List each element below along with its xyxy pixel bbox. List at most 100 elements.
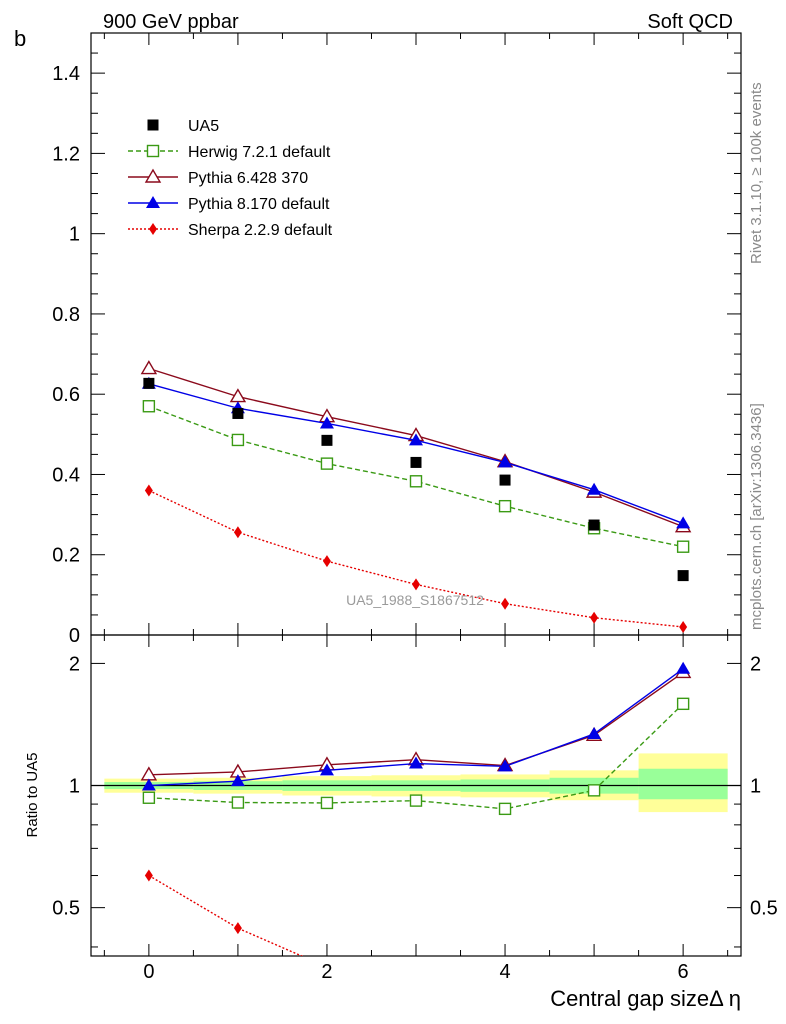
point-pythia-8-170-default [409, 433, 423, 446]
header-left: 900 GeV ppbar [103, 11, 239, 33]
ratio-series-sherpa-2-2-9-default [144, 869, 304, 956]
series-pythia-6-428-370 [140, 360, 692, 533]
ratio-point-herwig-7-2-1-default [498, 802, 512, 816]
ratio-point-herwig-7-2-1-default [142, 791, 156, 804]
x-axis-label: Central gap sizeΔ η [550, 986, 741, 1011]
legend-item-pythia-6-428-370: Pythia 6.428 370 [128, 168, 308, 187]
ratio-uncertainty-bands [91, 753, 741, 813]
series-ua5 [143, 377, 689, 582]
axis-ticks [91, 32, 741, 956]
ratio-point-sherpa-2-2-9-default [233, 922, 242, 935]
point-sherpa-2-2-9-default [322, 555, 331, 568]
ratio-series-group [140, 661, 692, 956]
ratio-point-pythia-8-170-default [141, 778, 156, 791]
series-sherpa-2-2-9-default [144, 484, 688, 633]
point-ua5 [321, 434, 333, 446]
point-ua5 [232, 407, 244, 419]
legend-marker [147, 119, 159, 131]
point-herwig-7-2-1-default [142, 400, 156, 413]
ratio-y-tick-label-right: 2 [750, 653, 761, 675]
series-pythia-8-170-default [141, 376, 691, 529]
legend-item-pythia-8-170-default: Pythia 8.170 default [128, 196, 330, 213]
legend-marker [149, 223, 157, 235]
ratio-point-pythia-8-170-default [676, 661, 691, 674]
point-sherpa-2-2-9-default [412, 578, 420, 591]
point-sherpa-2-2-9-default [679, 620, 688, 633]
ratio-y-tick-label-right: 0.5 [750, 898, 778, 920]
x-tick-label: 0 [143, 961, 154, 983]
point-ua5 [143, 377, 155, 389]
legend-label: Pythia 6.428 370 [188, 170, 308, 187]
ratio-point-herwig-7-2-1-default [676, 697, 690, 711]
series-line-pythia-8-170-default [148, 383, 684, 525]
ratio-point-herwig-7-2-1-default [587, 784, 601, 797]
ratio-axis-label: Ratio to UA5 [24, 752, 41, 837]
point-pythia-8-170-default [498, 455, 513, 468]
legend: UA5 Herwig 7.2.1 default Pythia 6.428 370 P… [128, 118, 333, 239]
legend-item-ua5: UA5 [147, 118, 219, 135]
point-pythia-6-428-370 [140, 360, 158, 375]
point-herwig-7-2-1-default [320, 457, 334, 470]
legend-marker [144, 168, 162, 183]
point-sherpa-2-2-9-default [590, 611, 599, 624]
band-stat-bin-6 [638, 768, 728, 800]
ratio-point-pythia-8-170-default [498, 759, 513, 772]
ratio-point-pythia-8-170-default [230, 774, 245, 787]
ratio-series-layer [140, 661, 692, 956]
point-ua5 [588, 519, 600, 531]
ratio-line-sherpa-2-2-9-default [148, 874, 304, 956]
point-herwig-7-2-1-default [676, 540, 690, 553]
point-ua5 [677, 570, 689, 582]
series-layer [140, 360, 692, 633]
y-axis-label: b [14, 26, 26, 51]
y-tick-label: 0.6 [52, 384, 80, 406]
point-pythia-8-170-default [587, 482, 602, 495]
series-herwig-7-2-1-default [142, 400, 690, 553]
y-tick-label: 1.2 [52, 143, 80, 165]
x-tick-label: 6 [678, 961, 689, 983]
x-tick-label: 4 [499, 961, 510, 983]
legend-marker [146, 196, 160, 208]
ratio-series-herwig-7-2-1-default [142, 697, 690, 816]
rivet-version-label: Rivet 3.1.10, ≥ 100k events [748, 82, 765, 264]
ratio-series-pythia-8-170-default [141, 661, 691, 791]
ratio-point-pythia-8-170-default [319, 763, 334, 776]
ratio-point-herwig-7-2-1-default [231, 796, 245, 809]
point-herwig-7-2-1-default [498, 499, 512, 513]
ratio-y-tick-label: 1 [69, 776, 80, 798]
y-tick-label: 1.4 [52, 63, 80, 85]
ratio-y-tick-label: 2 [69, 653, 80, 675]
legend-item-sherpa-2-2-9-default: Sherpa 2.2.9 default [128, 222, 333, 239]
legend-label: UA5 [188, 118, 219, 135]
y-tick-label: 1 [69, 224, 80, 246]
y-tick-label: 0.4 [52, 464, 80, 486]
mcplots-label: mcplots.cern.ch [arXiv:1306.3436] [748, 403, 765, 630]
ratio-point-pythia-8-170-default [409, 756, 423, 769]
y-tick-label: 0.8 [52, 304, 80, 326]
legend-label: Pythia 8.170 default [188, 196, 330, 213]
y-tick-label: 0.2 [52, 545, 80, 567]
point-sherpa-2-2-9-default [233, 526, 242, 539]
y-tick-label: 0 [69, 625, 80, 647]
series-line-pythia-6-428-370 [148, 367, 684, 528]
ratio-point-pythia-6-428-370 [140, 766, 158, 781]
point-pythia-8-170-default [676, 516, 691, 529]
ratio-y-tick-label-right: 1 [750, 776, 761, 798]
axis-tick-labels: 0 2 4 6 0.2 0.4 0.6 0.8 1 1.2 1.4 0 0.5 0.5 1 1 2 2 [52, 63, 778, 983]
ratio-point-pythia-8-170-default [587, 726, 602, 739]
point-sherpa-2-2-9-default [501, 597, 510, 610]
point-ua5 [410, 456, 422, 468]
header-right: Soft QCD [647, 11, 733, 33]
x-tick-label: 2 [321, 961, 332, 983]
legend-label: Sherpa 2.2.9 default [188, 222, 333, 239]
point-sherpa-2-2-9-default [144, 484, 153, 497]
ratio-point-herwig-7-2-1-default [320, 796, 334, 810]
point-herwig-7-2-1-default [409, 475, 423, 488]
legend-marker [146, 144, 160, 158]
ratio-y-tick-label: 0.5 [52, 898, 80, 920]
ratio-point-herwig-7-2-1-default [409, 794, 423, 807]
analysis-watermark: UA5_1988_S1867512 [346, 592, 484, 608]
ratio-point-sherpa-2-2-9-default [144, 869, 153, 882]
point-ua5 [499, 474, 511, 486]
